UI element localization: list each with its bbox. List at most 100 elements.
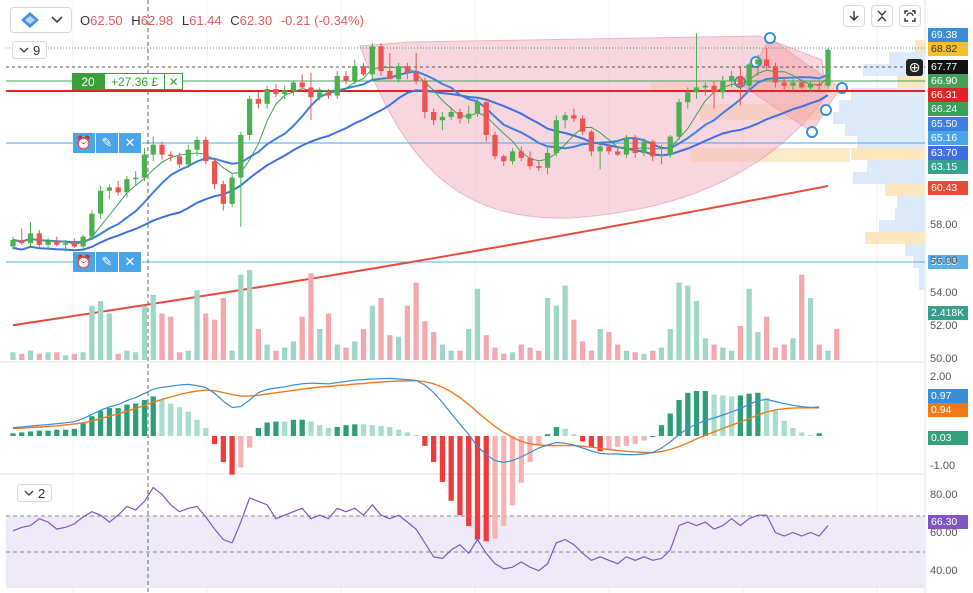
volume-bar xyxy=(168,316,174,360)
close-position-button[interactable]: ✕ xyxy=(165,73,184,90)
volume-bar xyxy=(807,298,814,360)
candle-body xyxy=(290,82,297,91)
macd-histogram-bar xyxy=(264,422,270,436)
volume-bar xyxy=(255,329,262,360)
candle-body xyxy=(352,66,358,81)
candle-body xyxy=(553,120,559,153)
macd-histogram-bar xyxy=(45,430,51,436)
volume-profile-bar xyxy=(905,244,925,256)
candle-body xyxy=(325,92,332,96)
macd-histogram-bar xyxy=(509,436,516,506)
candle-body xyxy=(474,102,481,114)
macd-histogram-bar xyxy=(720,395,726,436)
alarm-clock-icon[interactable]: ⏰ xyxy=(73,133,96,153)
candle-body xyxy=(185,149,191,165)
close-icon[interactable]: ✕ xyxy=(119,252,142,272)
pencil-icon[interactable]: ✎ xyxy=(96,252,119,272)
macd-histogram-bar xyxy=(562,428,568,436)
volume-bar xyxy=(693,301,700,360)
candle-body xyxy=(115,187,121,193)
volume-bar xyxy=(422,321,428,360)
rsi-axis-label: 80.00 xyxy=(930,489,958,501)
volume-bar xyxy=(728,350,735,360)
ma-200-line xyxy=(12,185,829,327)
candle-body xyxy=(10,239,16,247)
volume-bar xyxy=(562,285,568,360)
chevron-down-icon xyxy=(51,16,63,24)
candle-body xyxy=(308,87,314,98)
candle-body xyxy=(282,90,288,94)
ma-20-line xyxy=(12,70,829,244)
volume-bar xyxy=(676,282,682,360)
volume-bar xyxy=(623,350,630,360)
candle-body xyxy=(790,82,796,86)
candle-body xyxy=(536,166,542,168)
alarm-clock-icon[interactable]: ⏰ xyxy=(73,252,96,272)
volume-bar xyxy=(10,352,16,360)
candle-body xyxy=(685,92,691,103)
macd-histogram-bar xyxy=(431,436,437,463)
collapse-button[interactable] xyxy=(871,5,893,27)
candle-body xyxy=(518,151,524,158)
rsi-indicator-toggle[interactable]: 2 xyxy=(17,484,53,502)
candle-body xyxy=(650,141,656,157)
volume-bar xyxy=(536,350,542,360)
macd-axis-tag: 0.03 xyxy=(928,431,968,445)
volume-profile-bar xyxy=(897,196,925,208)
macd-line xyxy=(12,377,820,464)
volume-profile-bar xyxy=(839,100,925,112)
rsi-band xyxy=(6,516,925,588)
macd-histogram-bar xyxy=(728,396,735,436)
price-axis-tag: 2.418K xyxy=(928,306,968,320)
fullscreen-icon xyxy=(904,10,916,22)
macd-axis-tag: 0.97 xyxy=(928,389,968,403)
candle-body xyxy=(27,233,34,244)
candle-body xyxy=(176,156,183,165)
volume-bar xyxy=(194,290,200,360)
candle-body xyxy=(124,179,130,193)
volume-bar xyxy=(834,329,840,360)
macd-histogram-bar xyxy=(124,404,130,436)
macd-histogram-bar xyxy=(702,391,708,436)
macd-histogram-bar xyxy=(492,436,498,539)
macd-histogram-bar xyxy=(282,421,288,436)
pencil-icon[interactable]: ✎ xyxy=(96,133,119,153)
volume-bar xyxy=(527,347,533,360)
chevron-down-icon xyxy=(19,47,29,53)
macd-histogram-bar xyxy=(650,436,656,437)
candle-body xyxy=(229,177,235,204)
volume-bar xyxy=(325,313,332,360)
ohlc-readout: O62.50 H62.98 L61.44 C62.30 -0.21 (-0.34… xyxy=(80,13,369,28)
volume-bar xyxy=(19,353,25,360)
candle-body xyxy=(369,46,375,75)
macd-histogram-bar xyxy=(273,421,279,436)
volume-bar xyxy=(553,305,559,360)
volume-bar xyxy=(387,335,393,360)
macd-histogram-bar xyxy=(737,395,743,436)
macd-histogram-bar xyxy=(194,419,200,436)
download-button[interactable] xyxy=(843,5,865,27)
close-icon[interactable]: ✕ xyxy=(119,133,142,153)
macd-histogram-bar xyxy=(632,436,638,445)
indicator-list-toggle[interactable]: 9 xyxy=(12,41,48,59)
macd-histogram-bar xyxy=(448,436,454,501)
candle-body xyxy=(168,154,174,157)
rsi-axis-tag: 66.30 xyxy=(928,515,968,529)
candle-body xyxy=(807,84,814,88)
candle-body xyxy=(772,66,779,83)
symbol-selector[interactable] xyxy=(10,7,72,33)
candle-body xyxy=(606,146,612,152)
macd-histogram-bar xyxy=(422,436,428,446)
macd-histogram-bar xyxy=(317,425,323,436)
fullscreen-button[interactable] xyxy=(899,5,921,27)
macd-histogram-bar xyxy=(764,398,770,436)
ma-50-line xyxy=(12,89,829,252)
add-crosshair-button[interactable]: ⊕ xyxy=(906,59,923,76)
volume-bar xyxy=(27,350,34,360)
position-tag[interactable]: 20 +27.36 £ ✕ xyxy=(72,73,184,90)
macd-histogram-bar xyxy=(395,429,402,436)
macd-histogram-bar xyxy=(71,428,77,436)
macd-histogram-bar xyxy=(308,421,314,436)
volume-bar xyxy=(220,298,226,360)
